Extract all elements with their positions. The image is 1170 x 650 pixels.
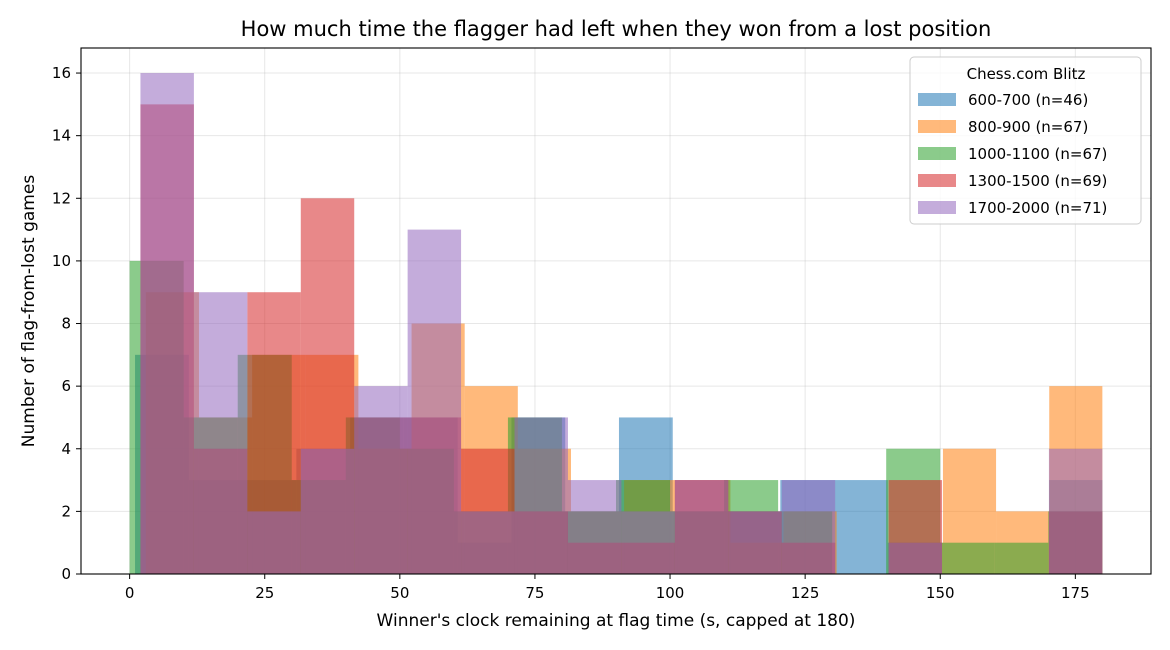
x-tick-label: 0 [125,584,135,602]
histogram-bar [567,480,622,574]
histogram-bar [728,511,782,574]
legend-entry: 600-700 (n=46) [968,91,1088,109]
histogram-bar [781,480,836,574]
histogram-bar [300,448,355,574]
histogram-bar [247,511,301,574]
y-tick-label: 10 [52,252,71,270]
x-tick-label: 75 [525,584,544,602]
legend-swatch [918,93,956,106]
x-tick-label: 150 [926,584,955,602]
legend-entry: 1000-1100 (n=67) [968,145,1107,163]
legend-entry: 800-900 (n=67) [968,118,1088,136]
histogram-bar [514,417,568,574]
y-tick-label: 14 [52,127,71,145]
x-tick-label: 100 [656,584,685,602]
y-tick-label: 6 [61,377,71,395]
y-tick-label: 16 [52,64,71,82]
legend-swatch [918,120,956,133]
legend: Chess.com Blitz 600-700 (n=46) 800-900 (n… [909,56,1142,225]
legend-entry: 1700-2000 (n=71) [968,199,1107,217]
x-tick-label: 25 [255,584,274,602]
histogram-bar [994,542,1049,574]
legend-swatch [918,147,956,160]
y-tick-label: 2 [61,502,71,520]
plot-frame [80,47,1152,575]
histogram-bar [354,386,408,574]
histogram-bar [940,542,995,574]
legend-title: Chess.com Blitz [967,65,1086,83]
histogram-bar [834,480,888,574]
histogram-bar [407,229,462,574]
histogram-bar [193,292,248,574]
x-axis-label: Winner's clock remaining at flag time (s… [377,611,856,631]
histogram-bar [888,542,943,574]
legend-swatch [918,174,956,187]
histogram-bar [621,511,675,574]
series-bars [140,73,1103,575]
y-tick-label: 0 [61,565,71,583]
histogram-bar [1048,448,1103,574]
legend-box [909,56,1142,225]
chart-title: How much time the flagger had left when … [241,17,992,41]
y-tick-label: 8 [61,315,71,333]
axis-ticks: 0 25 50 75 100 125 150 175 0 2 4 6 8 10 12 14 16 [52,64,1090,602]
y-axis-label: Number of flag-from-lost games [19,175,39,448]
histogram-bar [140,73,194,575]
legend-swatch [918,201,956,214]
y-tick-label: 12 [52,189,71,207]
x-tick-label: 50 [390,584,409,602]
x-tick-label: 125 [791,584,820,602]
y-tick-label: 4 [61,440,71,458]
histogram-bar [461,511,515,574]
histogram-bar [674,480,729,574]
histogram-bars [129,73,1103,575]
x-tick-label: 175 [1061,584,1090,602]
legend-entry: 1300-1500 (n=69) [968,172,1107,190]
